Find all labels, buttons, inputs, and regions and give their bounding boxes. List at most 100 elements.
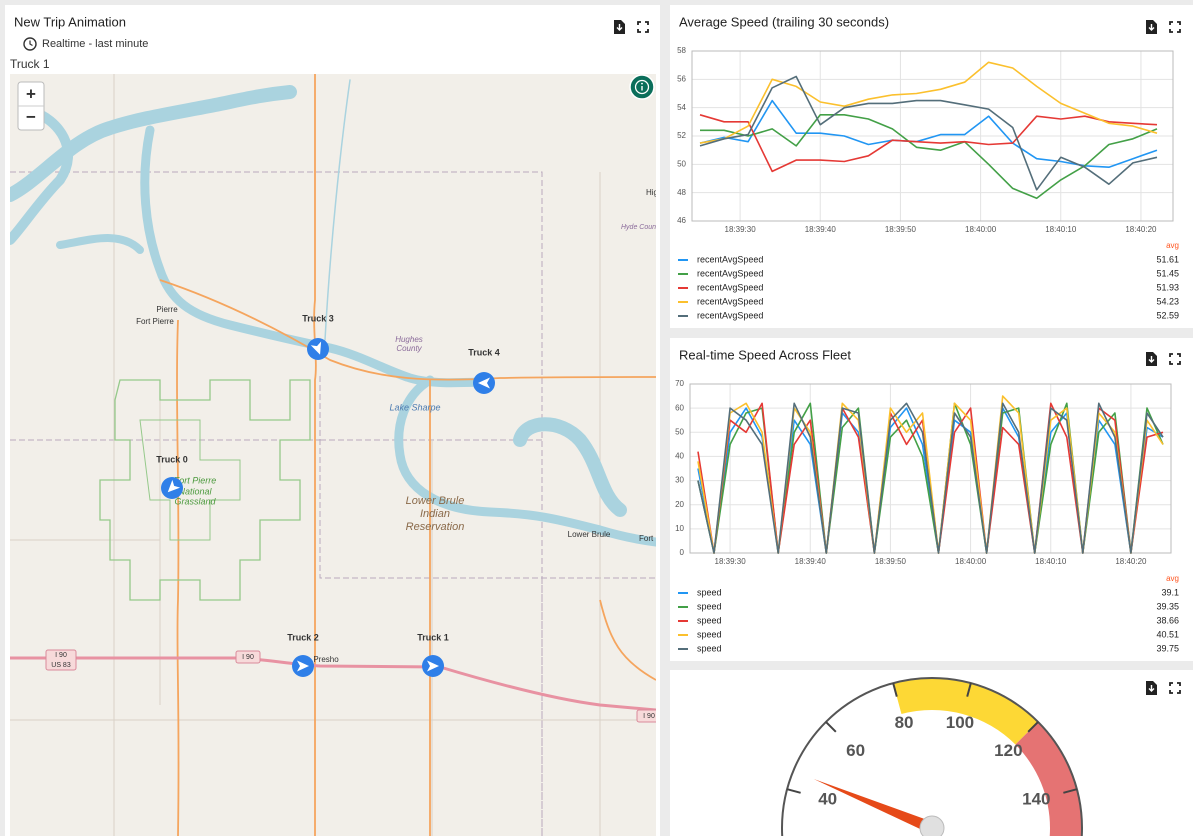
gauge-tick <box>825 721 837 733</box>
legend-avg: 52.59 <box>1156 310 1179 320</box>
zoom-control: + − <box>17 81 45 131</box>
legend-avg: 51.93 <box>1156 282 1179 292</box>
x-tick-label: 18:40:00 <box>955 557 987 566</box>
truck-marker[interactable]: Truck 1 <box>417 632 449 677</box>
map-label: Hig <box>646 188 658 197</box>
gauge-tick <box>966 682 972 697</box>
gauge-tick-label: 60 <box>846 741 865 760</box>
y-tick-label: 20 <box>675 500 684 509</box>
series-line <box>697 402 1164 554</box>
truck-label: Truck 4 <box>468 347 500 357</box>
x-tick-label: 18:39:30 <box>715 557 747 566</box>
map-label: Fort Pierre <box>174 475 217 485</box>
plot-frame <box>691 50 1174 222</box>
truck-label: Truck 2 <box>287 632 319 642</box>
y-tick-label: 50 <box>677 159 686 168</box>
panel-title: Real-time Speed Across Fleet <box>679 347 851 362</box>
panel-title: Average Speed (trailing 30 seconds) <box>679 14 889 29</box>
x-tick-label: 18:40:00 <box>965 225 997 234</box>
x-tick-label: 18:40:10 <box>1035 557 1067 566</box>
x-tick-label: 18:39:40 <box>795 557 827 566</box>
road-shield: I 90 <box>242 654 254 661</box>
road-shield: I 90 <box>55 652 67 659</box>
series-line <box>699 75 1158 191</box>
map-label: Lower Brule <box>568 530 611 539</box>
gauge-tick <box>892 682 898 697</box>
map-label: Indian <box>420 508 450 520</box>
road-shield: US 83 <box>51 662 71 669</box>
map-label: Grassland <box>174 496 216 506</box>
y-tick-label: 56 <box>677 74 686 83</box>
map-label: National <box>178 486 212 496</box>
truck-marker[interactable]: Truck 2 <box>287 632 319 677</box>
clock-icon <box>23 37 37 51</box>
y-tick-label: 48 <box>677 188 686 197</box>
series-line <box>700 114 1158 200</box>
legend-label: speed <box>697 587 722 597</box>
y-tick-label: 30 <box>675 476 684 485</box>
legend-label: speed <box>697 629 722 639</box>
map-label: Fort <box>639 534 654 543</box>
map-label: County <box>396 344 422 353</box>
map-label: Presho <box>313 655 339 664</box>
x-tick-label: 18:39:50 <box>885 225 917 234</box>
map[interactable]: Pierre Fort Pierre Hughes County Lake Sh… <box>10 74 662 836</box>
truck-marker[interactable]: Truck 3 <box>302 313 334 360</box>
legend-header: avg <box>1166 574 1179 583</box>
series-line <box>699 114 1158 173</box>
gauge-needle <box>813 779 935 834</box>
x-tick-label: 18:40:10 <box>1045 225 1077 234</box>
legend-avg: 39.75 <box>1156 643 1179 653</box>
truck-label: Truck 3 <box>302 313 334 323</box>
y-tick-label: 52 <box>677 131 686 140</box>
zoom-out[interactable]: − <box>26 107 36 126</box>
legend-label: speed <box>697 601 722 611</box>
map-label: Lake Sharpe <box>389 402 440 412</box>
legend-label: recentAvgSpeed <box>697 254 763 264</box>
legend-avg: 54.23 <box>1156 296 1179 306</box>
truck-marker[interactable]: Truck 4 <box>468 347 500 394</box>
gauge-band <box>893 678 1039 745</box>
gauge-tick-label: 140 <box>1022 790 1050 809</box>
legend-label: recentAvgSpeed <box>697 268 763 278</box>
legend-avg: 40.51 <box>1156 629 1179 639</box>
time-range[interactable]: Realtime - last minute <box>42 38 148 50</box>
series-line <box>699 61 1158 144</box>
y-tick-label: 10 <box>675 524 684 533</box>
truck-marker[interactable]: Truck 0 <box>156 454 188 499</box>
legend-avg: 39.35 <box>1156 601 1179 611</box>
legend-avg: 51.45 <box>1156 268 1179 278</box>
gauge-tick <box>786 788 801 794</box>
x-tick-label: 18:40:20 <box>1115 557 1147 566</box>
gauge-tick-label: 80 <box>895 713 914 732</box>
info-button[interactable] <box>629 74 655 100</box>
y-tick-label: 50 <box>675 427 684 436</box>
gauge-rim <box>781 677 1083 836</box>
plot-frame <box>689 383 1172 554</box>
road-shield: I 90 <box>643 713 655 720</box>
gauge-tick-label: 100 <box>946 713 974 732</box>
map-label: Hyde County <box>621 224 662 231</box>
y-tick-label: 40 <box>675 452 684 461</box>
x-tick-label: 18:39:50 <box>875 557 907 566</box>
gauge-tick <box>1027 721 1039 733</box>
map-label: Lower Brule <box>406 495 465 507</box>
legend-avg: 39.1 <box>1161 587 1179 597</box>
map-label: Reservation <box>406 521 465 533</box>
truck-label: Truck 1 <box>417 632 449 642</box>
map-label: Pierre <box>156 305 178 314</box>
legend-avg: 51.61 <box>1156 254 1179 264</box>
legend-label: recentAvgSpeed <box>697 296 763 306</box>
legend-label: speed <box>697 643 722 653</box>
truck-label: Truck 0 <box>156 454 188 464</box>
gauge-tick <box>1063 788 1078 794</box>
y-tick-label: 46 <box>677 216 686 225</box>
panel-title: New Trip Animation <box>14 14 126 29</box>
gauge-tick-label: 40 <box>818 790 837 809</box>
x-tick-label: 18:39:40 <box>805 225 837 234</box>
y-tick-label: 70 <box>675 379 684 388</box>
y-tick-label: 58 <box>677 46 686 55</box>
gauge-band <box>1015 721 1083 836</box>
zoom-in[interactable]: + <box>26 84 36 103</box>
